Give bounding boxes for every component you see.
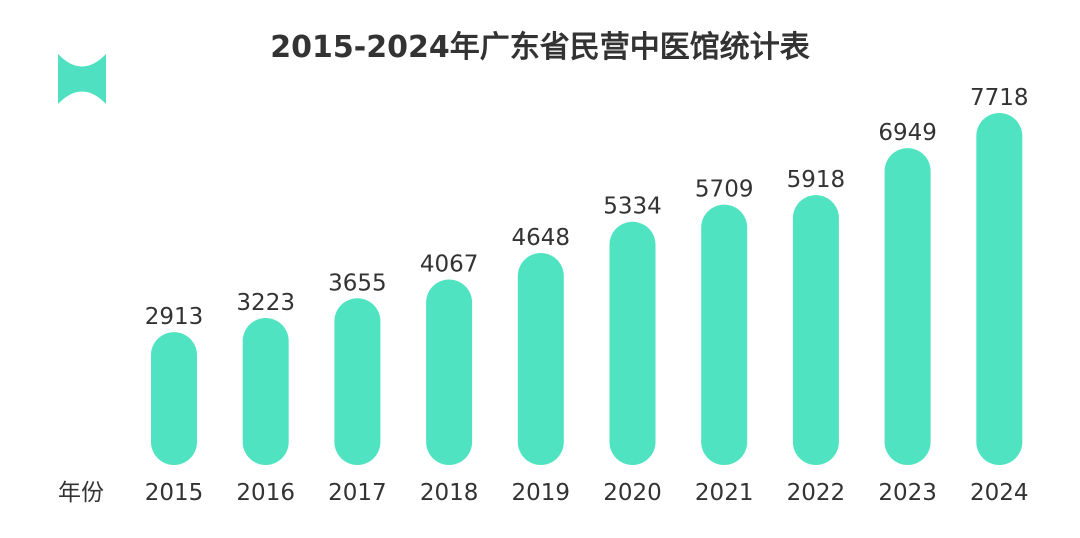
- bar-2022: [792, 195, 839, 465]
- value-label-2019: 4648: [512, 225, 571, 251]
- bar-2024: [976, 113, 1023, 465]
- x-axis-label: 年份: [58, 480, 104, 506]
- bar-2019: [517, 253, 564, 465]
- x-tick-labels: 2015 2016 2017 2018 2019 2020 2021 2022 2023 2024: [145, 480, 1029, 506]
- x-tick-2024: 2024: [970, 480, 1029, 506]
- value-labels-layer: 2913 3223 3655 4067 4648 5334 5709 5918 6949 7718: [145, 85, 1029, 330]
- bars-layer: [151, 113, 1023, 465]
- x-tick-2022: 2022: [787, 480, 846, 506]
- bar-2015: [151, 332, 197, 465]
- value-label-2021: 5709: [695, 177, 754, 203]
- x-tick-2020: 2020: [603, 480, 662, 506]
- bar-2023: [884, 148, 931, 465]
- bar-2017: [334, 298, 381, 465]
- stylized-h-logo-icon: [58, 54, 106, 104]
- bar-2016: [242, 318, 289, 465]
- value-label-2020: 5334: [603, 194, 662, 220]
- bar-2018: [426, 279, 473, 465]
- bar-2021: [701, 204, 748, 465]
- value-label-2022: 5918: [787, 167, 846, 193]
- value-label-2024: 7718: [970, 85, 1029, 111]
- bar-2020: [609, 221, 656, 465]
- value-label-2015: 2913: [145, 304, 204, 330]
- x-tick-2017: 2017: [328, 480, 387, 506]
- value-label-2016: 3223: [236, 290, 295, 316]
- value-label-2023: 6949: [878, 120, 937, 146]
- x-tick-2023: 2023: [878, 480, 937, 506]
- x-tick-2018: 2018: [420, 480, 479, 506]
- x-tick-2019: 2019: [512, 480, 571, 506]
- x-tick-2015: 2015: [145, 480, 204, 506]
- x-tick-2021: 2021: [695, 480, 754, 506]
- chart-title: 2015-2024年广东省民营中医馆统计表: [270, 30, 810, 65]
- value-label-2017: 3655: [328, 270, 387, 296]
- x-tick-2016: 2016: [236, 480, 295, 506]
- value-label-2018: 4067: [420, 252, 479, 278]
